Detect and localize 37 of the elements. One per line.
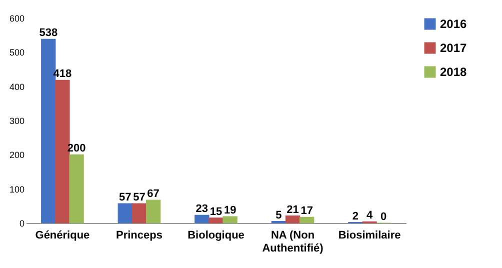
x-tick-label: Biologique: [188, 230, 244, 242]
data-label: 17: [300, 205, 313, 218]
x-tick-label: Biosimilaire: [338, 230, 401, 242]
legend-label: 2016: [440, 17, 468, 31]
bar: [132, 203, 147, 224]
x-tick-label: Princeps: [116, 230, 162, 242]
bar: [194, 214, 210, 224]
data-label: 23: [196, 203, 208, 216]
y-tick-label: 600: [9, 14, 24, 24]
x-tick-label: Générique: [35, 230, 90, 242]
data-label: 538: [39, 27, 58, 40]
data-label: 21: [286, 204, 299, 216]
data-label: 57: [119, 192, 132, 204]
data-label: 2: [352, 210, 359, 222]
x-tick-label: NA (Non Authentifié): [262, 230, 324, 254]
legend-label: 2018: [440, 65, 468, 79]
bar: [222, 216, 238, 224]
y-tick-label: 400: [9, 82, 24, 92]
y-tick-label: 500: [9, 48, 24, 58]
y-tick-label: 100: [9, 184, 24, 194]
data-label: 5: [276, 209, 282, 222]
data-label: 57: [133, 192, 146, 204]
legend-label: 2017: [440, 41, 468, 55]
y-tick-label: 0: [19, 218, 24, 228]
y-tick-label: 300: [9, 116, 24, 126]
data-label: 19: [224, 204, 236, 217]
data-label: 67: [147, 188, 160, 200]
bar: [146, 200, 161, 224]
data-label: 4: [366, 210, 374, 222]
bar: [69, 154, 84, 224]
y-tick-label: 200: [9, 150, 24, 160]
data-label: 15: [210, 206, 222, 218]
bar: [285, 216, 300, 224]
bar: [208, 218, 224, 224]
bar: [300, 216, 314, 224]
data-label: 0: [380, 211, 387, 223]
bar: [118, 203, 132, 224]
